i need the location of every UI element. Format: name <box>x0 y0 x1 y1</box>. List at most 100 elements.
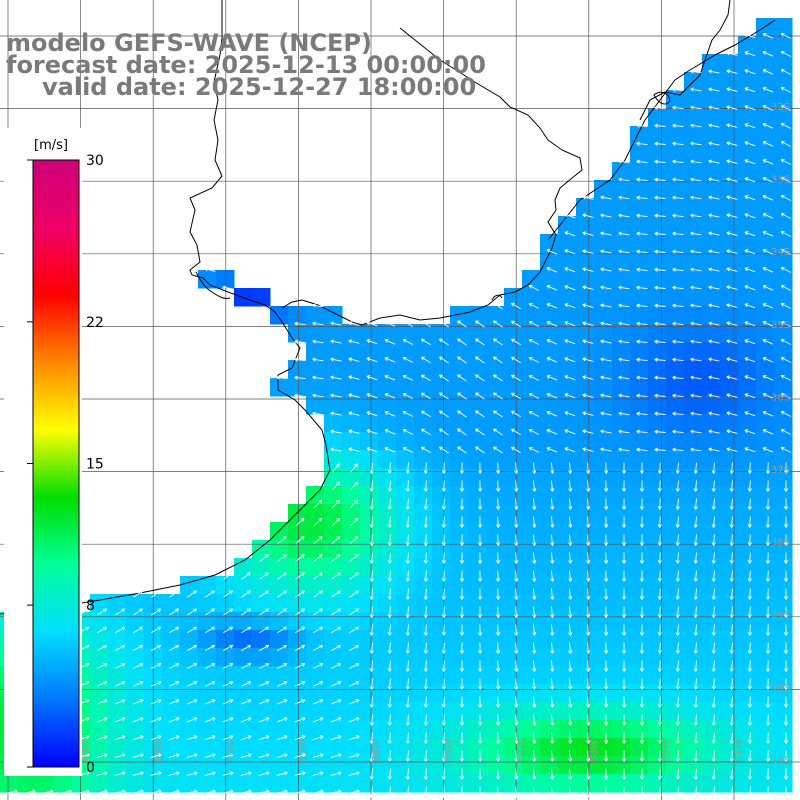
field-cell <box>252 594 271 613</box>
field-cell <box>594 504 613 523</box>
wind-arrow <box>459 516 464 528</box>
field-cell <box>486 540 505 559</box>
wind-arrow <box>259 554 269 562</box>
wind-arrow <box>711 696 716 708</box>
field-cell <box>306 522 325 541</box>
field-cell <box>108 648 127 667</box>
field-cell <box>450 576 469 595</box>
field-cell <box>522 666 541 685</box>
wind-arrow <box>459 588 464 600</box>
field-cell <box>774 504 793 523</box>
wind-arrow <box>672 285 684 290</box>
wind-arrow <box>331 554 341 562</box>
wind-arrow <box>348 357 360 362</box>
wind-arrow <box>550 768 555 780</box>
wind-arrow <box>369 696 374 708</box>
wind-arrow <box>636 159 648 164</box>
field-cell <box>576 720 595 739</box>
field-cell <box>306 756 325 775</box>
wind-arrow <box>568 768 573 780</box>
wind-arrow <box>675 714 680 726</box>
wind-arrow <box>708 105 720 110</box>
field-cell <box>234 558 253 577</box>
field-cell <box>612 342 631 361</box>
wind-arrow <box>276 735 288 741</box>
wind-arrow <box>514 696 519 708</box>
field-cell <box>666 648 685 667</box>
wind-arrow <box>654 429 666 434</box>
wind-arrow <box>747 642 752 654</box>
wind-arrow <box>532 480 537 492</box>
wind-arrow <box>675 678 680 690</box>
wind-arrow <box>726 141 738 146</box>
wind-arrow <box>405 462 410 474</box>
field-cell <box>756 306 775 325</box>
field-cell <box>738 360 757 379</box>
wind-arrow <box>478 678 483 690</box>
wind-arrow <box>330 393 342 398</box>
field-cell <box>702 720 721 739</box>
field-cell <box>612 288 631 307</box>
wind-arrow <box>223 626 234 634</box>
wind-arrow <box>783 786 789 798</box>
field-cell <box>342 342 361 361</box>
field-cell <box>720 522 739 541</box>
field-cell <box>378 522 397 541</box>
wind-arrow <box>762 87 774 93</box>
field-cell <box>594 198 613 217</box>
wind-arrow <box>528 410 540 417</box>
field-cell <box>702 216 721 235</box>
field-cell <box>576 360 595 379</box>
field-cell <box>504 666 523 685</box>
field-cell <box>468 522 487 541</box>
wind-arrow <box>747 660 752 672</box>
field-cell <box>756 378 775 397</box>
wind-arrow <box>331 535 341 544</box>
field-cell <box>324 324 343 343</box>
field-cell <box>576 666 595 685</box>
wind-arrow <box>621 678 627 690</box>
field-cell <box>774 630 793 649</box>
field-cell <box>90 630 109 649</box>
longitude-label: 59W <box>153 739 164 762</box>
wind-arrow <box>726 393 738 398</box>
field-cell <box>684 378 703 397</box>
wind-arrow <box>387 714 392 726</box>
wind-arrow <box>387 588 392 600</box>
field-cell <box>126 684 145 703</box>
field-cell <box>756 360 775 379</box>
wind-arrow <box>729 714 734 726</box>
field-cell <box>342 360 361 379</box>
field-cell <box>540 702 559 721</box>
wind-arrow <box>762 339 774 345</box>
wind-arrow <box>241 608 251 616</box>
wind-arrow <box>478 696 483 708</box>
wind-arrow <box>550 696 555 708</box>
wind-arrow <box>636 393 648 398</box>
field-cell <box>162 630 181 649</box>
wind-arrow <box>312 771 324 776</box>
wind-arrow <box>330 429 342 434</box>
wind-arrow <box>294 321 306 326</box>
wind-arrow <box>657 642 662 654</box>
wind-arrow <box>780 356 792 363</box>
wind-arrow <box>639 696 644 708</box>
wind-arrow <box>582 249 594 254</box>
wind-arrow <box>639 570 644 582</box>
wind-arrow <box>618 195 630 200</box>
field-cell <box>486 702 505 721</box>
wind-arrow <box>639 732 644 744</box>
field-cell <box>756 558 775 577</box>
field-cell <box>450 702 469 721</box>
wind-arrow <box>420 356 431 364</box>
wind-arrow <box>600 357 612 362</box>
wind-arrow <box>675 480 680 492</box>
wind-arrow <box>168 771 180 776</box>
field-cell <box>378 558 397 577</box>
wind-arrow <box>550 588 555 600</box>
wind-speed-field <box>0 18 793 793</box>
wind-arrow <box>294 375 306 380</box>
field-cell <box>504 504 523 523</box>
wind-arrow <box>604 462 609 474</box>
wind-arrow <box>514 642 519 654</box>
